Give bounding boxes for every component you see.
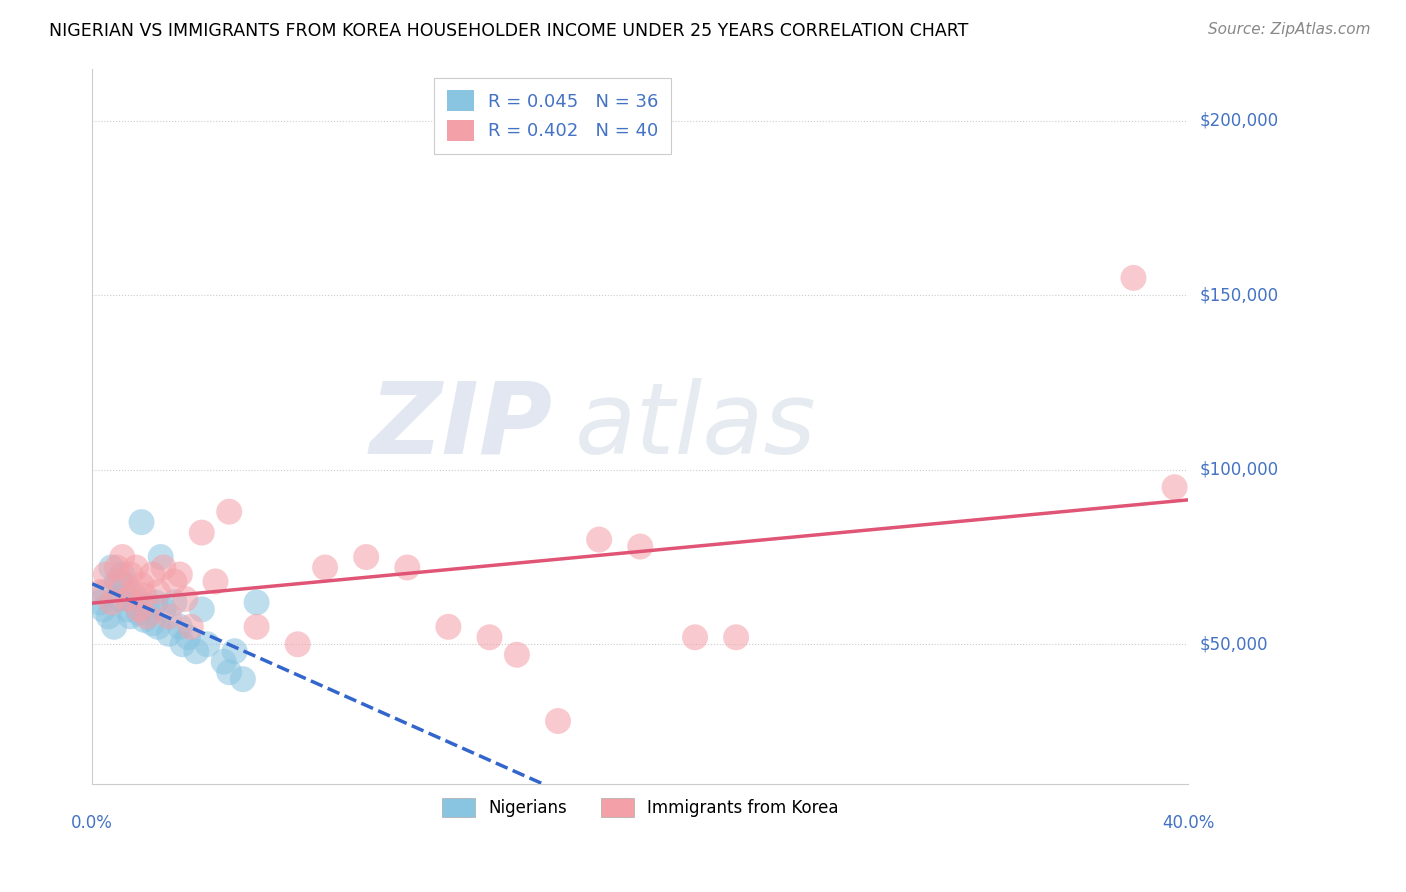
Text: $150,000: $150,000	[1199, 286, 1278, 304]
Point	[136, 609, 159, 624]
Text: $200,000: $200,000	[1199, 112, 1278, 130]
Point	[354, 549, 377, 564]
Point	[149, 549, 172, 564]
Point	[157, 627, 180, 641]
Text: $100,000: $100,000	[1199, 461, 1278, 479]
Point	[204, 574, 226, 589]
Point	[89, 595, 111, 609]
Point	[114, 578, 136, 592]
Point	[1122, 271, 1144, 285]
Point	[478, 630, 501, 644]
Point	[122, 585, 145, 599]
Point	[195, 637, 218, 651]
Text: $50,000: $50,000	[1199, 635, 1268, 653]
Point	[152, 602, 174, 616]
Point	[186, 644, 208, 658]
Point	[218, 665, 240, 680]
Point	[191, 525, 214, 540]
Point	[174, 591, 197, 606]
Point	[91, 602, 114, 616]
Text: 0.0%: 0.0%	[72, 814, 112, 832]
Point	[146, 620, 169, 634]
Point	[314, 560, 336, 574]
Point	[172, 637, 194, 651]
Point	[141, 616, 163, 631]
Legend: Nigerians, Immigrants from Korea: Nigerians, Immigrants from Korea	[433, 789, 846, 826]
Point	[125, 595, 148, 609]
Text: atlas: atlas	[575, 377, 815, 475]
Point	[1163, 480, 1185, 494]
Point	[136, 599, 159, 613]
Point	[141, 567, 163, 582]
Point	[125, 560, 148, 574]
Point	[134, 589, 156, 603]
Point	[100, 560, 122, 574]
Point	[152, 560, 174, 574]
Point	[683, 630, 706, 644]
Point	[628, 540, 651, 554]
Point	[128, 602, 150, 616]
Point	[94, 567, 117, 582]
Point	[169, 620, 191, 634]
Point	[134, 613, 156, 627]
Point	[108, 591, 131, 606]
Point	[94, 585, 117, 599]
Point	[224, 644, 246, 658]
Point	[128, 606, 150, 620]
Point	[120, 609, 142, 624]
Point	[157, 609, 180, 624]
Point	[287, 637, 309, 651]
Point	[437, 620, 460, 634]
Point	[103, 620, 125, 634]
Point	[245, 620, 267, 634]
Point	[547, 714, 569, 728]
Point	[396, 560, 419, 574]
Point	[143, 595, 166, 609]
Point	[122, 589, 145, 603]
Point	[169, 567, 191, 582]
Point	[506, 648, 529, 662]
Point	[97, 609, 120, 624]
Point	[163, 574, 186, 589]
Point	[588, 533, 610, 547]
Point	[89, 585, 111, 599]
Point	[191, 602, 214, 616]
Point	[232, 672, 254, 686]
Text: NIGERIAN VS IMMIGRANTS FROM KOREA HOUSEHOLDER INCOME UNDER 25 YEARS CORRELATION : NIGERIAN VS IMMIGRANTS FROM KOREA HOUSEH…	[49, 22, 969, 40]
Point	[131, 515, 153, 529]
Point	[120, 567, 142, 582]
Point	[111, 567, 134, 582]
Point	[105, 560, 128, 574]
Point	[117, 591, 139, 606]
Point	[212, 655, 235, 669]
Text: 40.0%: 40.0%	[1163, 814, 1215, 832]
Point	[105, 574, 128, 589]
Point	[163, 595, 186, 609]
Point	[146, 585, 169, 599]
Text: Source: ZipAtlas.com: Source: ZipAtlas.com	[1208, 22, 1371, 37]
Point	[245, 595, 267, 609]
Point	[111, 549, 134, 564]
Text: ZIP: ZIP	[370, 377, 553, 475]
Point	[131, 578, 153, 592]
Point	[117, 602, 139, 616]
Point	[108, 574, 131, 589]
Point	[177, 630, 200, 644]
Point	[180, 620, 202, 634]
Point	[100, 595, 122, 609]
Point	[725, 630, 748, 644]
Point	[218, 505, 240, 519]
